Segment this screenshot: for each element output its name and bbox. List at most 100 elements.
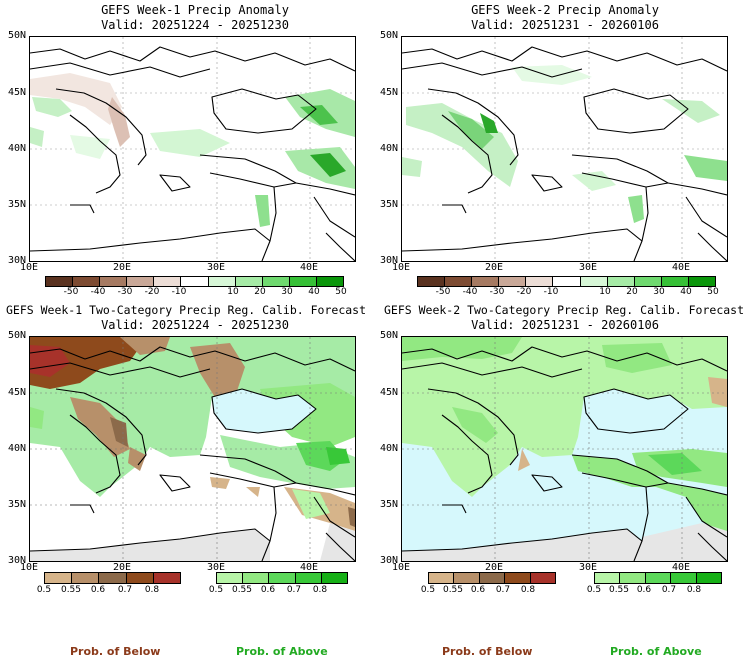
colorbar-label: -30 [489, 287, 505, 297]
lat-tick: 40N [7, 143, 26, 154]
colorbar-cell [45, 573, 73, 583]
colorbar-cell [100, 277, 128, 286]
colorbar-cell [454, 573, 480, 583]
anomaly-map [401, 36, 728, 262]
lon-tick: 40E [671, 562, 691, 573]
coastlines [30, 46, 355, 261]
lon-tick: 10E [391, 262, 411, 273]
colorbar-cell [153, 573, 181, 583]
anomaly-colorbar [45, 276, 344, 287]
precip-anomaly-shading [402, 65, 727, 223]
colorbar-cell [620, 573, 646, 583]
colorbar-label: 0.7 [661, 585, 677, 595]
colorbar-cell [181, 277, 209, 286]
colorbar-cell [154, 277, 182, 286]
colorbar-label: 0.5 [586, 585, 602, 595]
colorbar-label: 40 [680, 287, 692, 297]
land-fill [402, 337, 727, 561]
prob-above-label: Prob. of Above [236, 645, 328, 658]
colorbar-label: 50 [335, 287, 347, 297]
colorbar-cell [46, 277, 74, 286]
lon-tick: 30E [206, 262, 226, 273]
lat-tick: 40N [379, 443, 398, 454]
probability-map [401, 336, 728, 562]
colorbar-label: 30 [281, 287, 293, 297]
colorbar-label: 0.8 [144, 585, 160, 595]
lon-tick: 40E [671, 262, 691, 273]
colorbar-cell [688, 277, 716, 286]
colorbar-label: 10 [599, 287, 611, 297]
precip-anomaly-shading [30, 73, 355, 227]
colorbar-label: 40 [308, 287, 320, 297]
lat-tick: 45N [379, 387, 398, 398]
anomaly-colorbar [417, 276, 716, 287]
lon-tick: 10E [391, 562, 411, 573]
colorbar-label: 0.8 [520, 585, 536, 595]
prob-below-label: Prob. of Below [442, 645, 533, 658]
colorbar-label: 0.55 [60, 585, 82, 595]
lat-tick: 50N [7, 330, 26, 341]
below-colorbar [428, 572, 556, 584]
lat-tick: 50N [7, 30, 26, 41]
below-colorbar [44, 572, 181, 584]
colorbar-label: 10 [227, 287, 239, 297]
colorbar-label: 0.6 [90, 585, 106, 595]
lon-tick: 30E [578, 262, 598, 273]
colorbar-label: 0.6 [260, 585, 276, 595]
colorbar-cell [607, 277, 635, 286]
above-colorbar [216, 572, 348, 584]
colorbar-cell [295, 573, 322, 583]
colorbar-label: 0.5 [36, 585, 52, 595]
colorbar-label: 0.5 [208, 585, 224, 595]
colorbar-label: -20 [144, 287, 160, 297]
lat-tick: 35N [7, 499, 26, 510]
colorbar-label: 30 [653, 287, 665, 297]
colorbar-cell [645, 573, 672, 583]
lon-tick: 10E [19, 562, 39, 573]
colorbar-cell [671, 573, 697, 583]
colorbar-label: 0.6 [636, 585, 652, 595]
lon-tick: 30E [206, 562, 226, 573]
panel-title: GEFS Week-2 Precip Anomaly [471, 3, 659, 17]
colorbar-label: 0.6 [470, 585, 486, 595]
colorbar-cell [472, 277, 500, 286]
colorbar-label: 0.8 [312, 585, 328, 595]
colorbar-cell [530, 573, 556, 583]
lat-tick: 45N [379, 87, 398, 98]
lat-tick: 30N [379, 255, 398, 266]
lat-tick: 35N [7, 199, 26, 210]
lon-tick: 20E [112, 562, 132, 573]
colorbar-cell [505, 573, 531, 583]
colorbar-label: 0.55 [231, 585, 253, 595]
colorbar-label: 0.7 [117, 585, 133, 595]
lat-tick: 30N [7, 255, 26, 266]
colorbar-cell [127, 277, 155, 286]
colorbar-cell [262, 277, 290, 286]
colorbar-label: -20 [516, 287, 532, 297]
colorbar-cell [553, 277, 581, 286]
lat-tick: 50N [379, 330, 398, 341]
colorbar-cell [661, 277, 689, 286]
colorbar-label: -40 [90, 287, 106, 297]
lon-tick: 30E [578, 562, 598, 573]
lat-tick: 30N [7, 555, 26, 566]
colorbar-cell [418, 277, 446, 286]
colorbar-cell [499, 277, 527, 286]
colorbar-cell [429, 573, 455, 583]
colorbar-label: 0.8 [686, 585, 702, 595]
panel-title: GEFS Week-2 Two-Category Precip Reg. Cal… [383, 303, 745, 317]
panel-valid-dates: Valid: 20251224 - 20251230 [101, 18, 289, 32]
lat-tick: 45N [7, 387, 26, 398]
colorbar-cell [445, 277, 473, 286]
prob-below-label: Prob. of Below [70, 645, 161, 658]
colorbar-label: 50 [707, 287, 719, 297]
colorbar-cell [99, 573, 127, 583]
colorbar-cell [126, 573, 154, 583]
colorbar-cell [526, 277, 554, 286]
colorbar-cell [73, 277, 101, 286]
colorbar-label: 0.55 [608, 585, 630, 595]
panel-valid-dates: Valid: 20251224 - 20251230 [101, 318, 289, 332]
colorbar-label: -50 [435, 287, 451, 297]
colorbar-cell [595, 573, 621, 583]
colorbar-label: 0.5 [420, 585, 436, 595]
